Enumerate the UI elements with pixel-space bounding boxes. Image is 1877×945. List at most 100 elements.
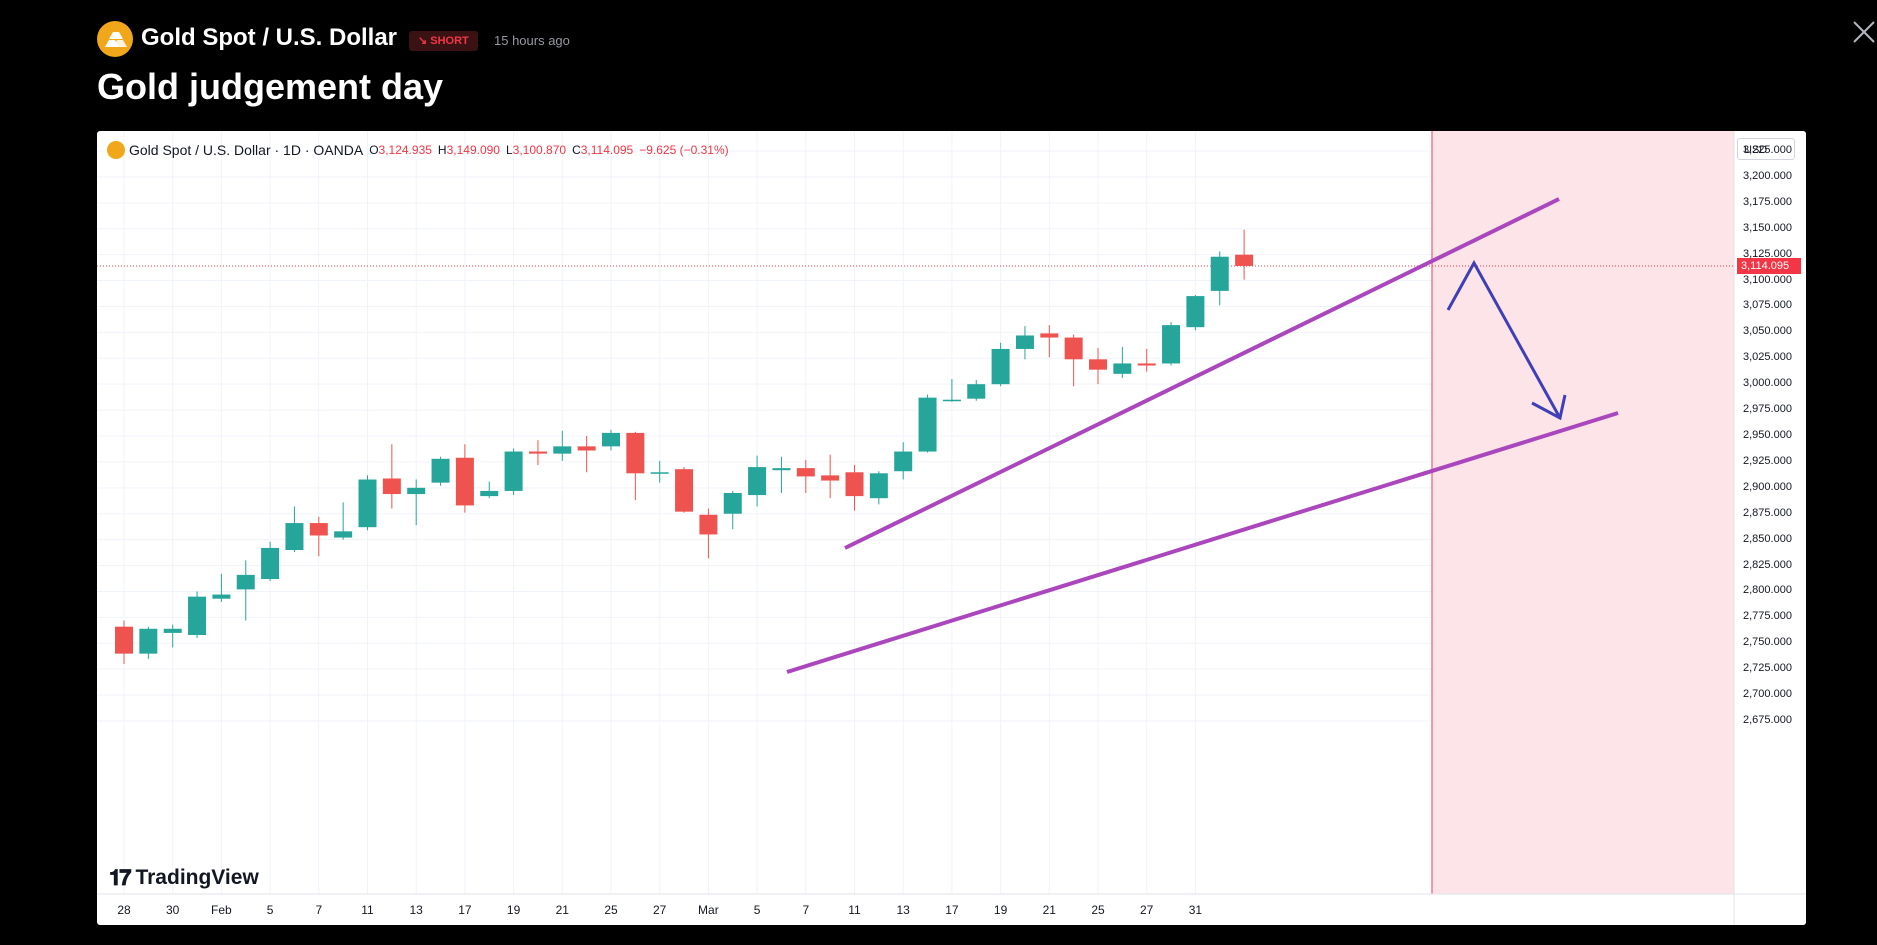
candle[interactable] — [504, 448, 523, 496]
candle[interactable] — [869, 471, 888, 505]
candle[interactable] — [772, 456, 791, 493]
candle[interactable] — [1089, 347, 1107, 385]
candle[interactable] — [309, 516, 328, 557]
legend-change: −9.625 (−0.31%) — [639, 143, 729, 157]
candle[interactable] — [626, 431, 645, 501]
short-badge: ↘ SHORT — [409, 31, 478, 51]
candle[interactable] — [650, 460, 669, 483]
candle[interactable] — [796, 459, 815, 493]
price-tick-label: 3,200.000 — [1743, 169, 1792, 182]
candle-body — [650, 472, 669, 474]
channel-upper-line[interactable] — [844, 197, 1560, 550]
tradingview-logo[interactable]: 𝟏𝟕 TradingView — [109, 865, 259, 891]
candle-body — [309, 523, 328, 536]
price-tick-label: 3,075.000 — [1743, 299, 1792, 312]
price-tick-label: 2,800.000 — [1743, 584, 1792, 597]
channel-lower-line[interactable] — [786, 411, 1619, 674]
candle[interactable] — [553, 430, 572, 461]
candle[interactable] — [1113, 346, 1132, 378]
candle[interactable] — [748, 455, 767, 507]
price-tick-label: 3,050.000 — [1743, 325, 1792, 338]
candle[interactable] — [1186, 295, 1205, 331]
candle[interactable] — [699, 508, 718, 559]
candle-body — [675, 469, 694, 512]
price-tick-label: 2,725.000 — [1743, 662, 1792, 675]
candle[interactable] — [382, 444, 401, 509]
candle[interactable] — [334, 502, 353, 540]
time-tick-label: 7 — [802, 903, 810, 917]
short-target-zone — [1432, 131, 1734, 894]
symbol-logo-icon — [97, 21, 133, 57]
candle[interactable] — [212, 573, 231, 602]
candle[interactable] — [967, 380, 986, 401]
candle-body — [528, 451, 547, 454]
time-tick-label: 21 — [555, 903, 569, 917]
candle-body — [431, 458, 450, 483]
price-tick-label: 2,975.000 — [1743, 403, 1792, 416]
time-tick-label: 19 — [506, 903, 521, 917]
candle-body — [212, 594, 231, 599]
candle[interactable] — [188, 591, 207, 639]
candle[interactable] — [942, 379, 961, 402]
candle[interactable] — [480, 481, 499, 499]
candle-body — [845, 472, 864, 497]
candle[interactable] — [1235, 229, 1254, 280]
candle[interactable] — [723, 490, 742, 530]
candle[interactable] — [163, 624, 182, 648]
candles — [115, 229, 1254, 664]
candle[interactable] — [431, 456, 450, 486]
candle[interactable] — [577, 436, 596, 473]
price-tick-label: 2,850.000 — [1743, 532, 1792, 545]
candle-body — [115, 626, 133, 654]
candle[interactable] — [675, 467, 694, 513]
currency-selector[interactable]: USD — [1737, 138, 1795, 160]
time-tick-label: 27 — [653, 903, 667, 917]
legend-low-value: 3,100.870 — [512, 143, 567, 157]
candle[interactable] — [115, 620, 133, 664]
ohlc-legend: Gold Spot / U.S. Dollar · 1D · OANDA O 3,… — [107, 141, 729, 159]
price-tick-label: 3,100.000 — [1743, 273, 1792, 286]
candle[interactable] — [1210, 251, 1229, 306]
candle[interactable] — [1137, 348, 1156, 372]
candle-body — [967, 384, 986, 399]
candle[interactable] — [407, 479, 426, 526]
price-tick-label: 2,700.000 — [1743, 688, 1792, 701]
candle-body — [894, 451, 913, 472]
price-tick-label: 2,825.000 — [1743, 558, 1792, 571]
candle[interactable] — [528, 440, 547, 466]
candle-body — [455, 457, 474, 506]
candle[interactable] — [1064, 334, 1083, 387]
legend-open-value: 3,124.935 — [378, 143, 432, 157]
candle[interactable] — [139, 626, 158, 659]
candle[interactable] — [894, 442, 913, 480]
candle[interactable] — [1015, 326, 1034, 360]
candle[interactable] — [602, 429, 620, 451]
legend-high-value: 3,149.090 — [446, 143, 500, 157]
time-tick-label: 25 — [1091, 903, 1105, 917]
candle-body — [1210, 256, 1229, 291]
candle[interactable] — [1040, 325, 1059, 358]
candle[interactable] — [821, 454, 840, 499]
legend-symbol[interactable]: Gold Spot / U.S. Dollar · 1D · OANDA — [129, 142, 364, 158]
symbol-name[interactable]: Gold Spot / U.S. Dollar — [141, 24, 398, 51]
candle[interactable] — [358, 475, 377, 531]
candle[interactable] — [455, 444, 474, 513]
candle[interactable] — [261, 541, 280, 582]
candle[interactable] — [845, 465, 864, 511]
candle[interactable] — [1162, 322, 1181, 366]
candle-body — [1064, 337, 1083, 360]
forecast-arrow-path[interactable] — [1446, 259, 1562, 419]
time-tick-label: 19 — [993, 903, 1008, 917]
price-tick-label: 3,225.000 — [1743, 144, 1792, 156]
candle-body — [699, 514, 718, 535]
candle[interactable] — [236, 560, 255, 621]
price-chart[interactable] — [97, 131, 1806, 925]
chart-panel[interactable]: Gold Spot / U.S. Dollar · 1D · OANDA O 3,… — [97, 131, 1806, 925]
candle[interactable] — [991, 342, 1010, 387]
close-icon[interactable] — [1850, 18, 1877, 46]
candle[interactable] — [285, 506, 304, 553]
candle-body — [382, 478, 401, 495]
price-tick-label: 3,025.000 — [1743, 351, 1792, 364]
candle-body — [748, 467, 767, 496]
candle[interactable] — [918, 394, 937, 453]
